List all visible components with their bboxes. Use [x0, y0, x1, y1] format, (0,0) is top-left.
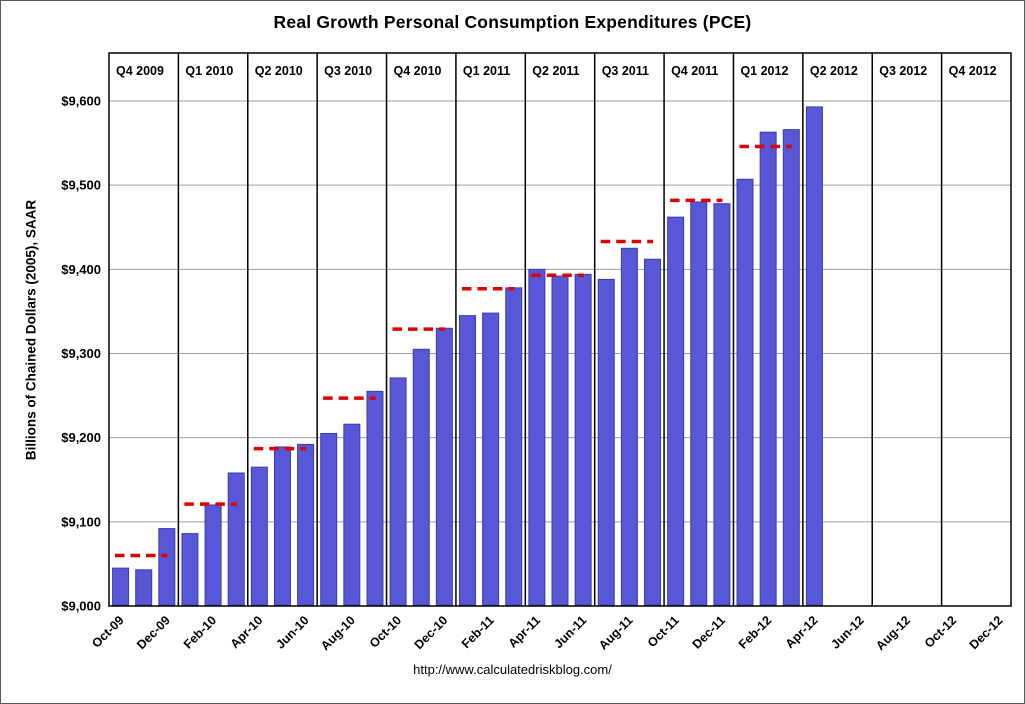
bar-Dec-11 — [713, 203, 731, 606]
chart-title: Real Growth Personal Consumption Expendi… — [273, 12, 752, 32]
quarter-label: Q3 2012 — [879, 64, 927, 78]
bar-May-11 — [551, 275, 569, 606]
x-tick-label: Aug-12 — [873, 613, 913, 653]
bar-Feb-12 — [759, 131, 777, 606]
bar-Mar-10 — [227, 472, 245, 606]
y-tick-label: $9,100 — [61, 514, 101, 529]
bar-Jun-10 — [297, 443, 315, 606]
source-url: http://www.calculatedriskblog.com/ — [413, 662, 612, 677]
bar-Jul-10 — [320, 432, 338, 606]
x-tick-label: Dec-10 — [412, 613, 451, 652]
quarter-label: Q2 2012 — [810, 64, 858, 78]
bar-Sep-11 — [644, 258, 662, 606]
quarter-label: Q4 2011 — [671, 64, 718, 78]
quarter-label: Q2 2010 — [255, 64, 303, 78]
y-tick-label: $9,400 — [61, 262, 101, 277]
x-tick-label: Jun-10 — [273, 613, 311, 651]
x-tick-label: Apr-12 — [783, 613, 821, 651]
bar-Aug-10 — [343, 423, 361, 606]
x-tick-label: Jun-12 — [828, 613, 866, 651]
bar-Jan-10 — [181, 533, 199, 606]
bar-Jun-11 — [574, 273, 592, 606]
bar-Aug-11 — [620, 247, 638, 606]
quarter-label: Q1 2012 — [740, 64, 788, 78]
quarter-label: Q4 2012 — [949, 64, 997, 78]
x-tick-label: Apr-11 — [506, 613, 543, 650]
x-tick-label: Aug-10 — [318, 613, 358, 653]
bar-Dec-09 — [158, 528, 176, 606]
quarter-label: Q3 2010 — [324, 64, 372, 78]
y-tick-label: $9,300 — [61, 346, 101, 361]
bar-Dec-10 — [435, 327, 453, 606]
bar-Apr-12 — [805, 106, 823, 606]
bar-May-10 — [273, 446, 291, 606]
y-tick-label: $9,000 — [61, 599, 101, 614]
x-tick-label: Feb-12 — [736, 613, 774, 651]
bar-Nov-10 — [412, 348, 430, 606]
x-tick-label: Oct-12 — [922, 613, 959, 650]
bar-Nov-09 — [135, 569, 153, 606]
x-tick-label: Feb-11 — [459, 613, 497, 651]
x-tick-label: Oct-09 — [89, 613, 126, 650]
bar-Sep-10 — [366, 390, 384, 606]
y-tick-label: $9,500 — [61, 178, 101, 193]
x-tick-label: Dec-11 — [690, 613, 728, 651]
quarter-label: Q1 2011 — [463, 64, 510, 78]
x-tick-label: Dec-09 — [134, 613, 173, 652]
bar-Feb-10 — [204, 504, 222, 606]
x-tick-label: Oct-11 — [645, 613, 682, 650]
quarter-label: Q1 2010 — [185, 64, 233, 78]
y-tick-label: $9,600 — [61, 94, 101, 109]
bar-Apr-11 — [528, 268, 546, 606]
bar-Jan-12 — [736, 178, 754, 606]
bar-Oct-09 — [112, 567, 130, 606]
x-tick-label: Jun-11 — [551, 613, 589, 651]
bar-Jul-11 — [597, 278, 615, 606]
bar-Oct-11 — [667, 216, 685, 606]
y-tick-label: $9,200 — [61, 430, 101, 445]
bar-Apr-10 — [250, 466, 268, 606]
quarter-label: Q2 2011 — [532, 64, 579, 78]
bar-Jan-11 — [458, 315, 476, 606]
x-tick-label: Feb-10 — [181, 613, 219, 651]
x-tick-label: Oct-10 — [367, 613, 404, 650]
plot-border — [108, 52, 1012, 607]
bar-Nov-11 — [690, 201, 708, 606]
bar-Feb-11 — [482, 312, 500, 606]
quarter-label: Q3 2011 — [602, 64, 649, 78]
x-tick-label: Aug-11 — [596, 613, 635, 652]
bar-Mar-12 — [782, 129, 800, 606]
x-tick-label: Dec-12 — [967, 613, 1006, 652]
quarter-label: Q4 2009 — [116, 64, 164, 78]
bar-Oct-10 — [389, 377, 407, 606]
x-tick-label: Apr-10 — [228, 613, 266, 651]
bar-Mar-11 — [505, 287, 523, 606]
quarter-label: Q4 2010 — [394, 64, 442, 78]
